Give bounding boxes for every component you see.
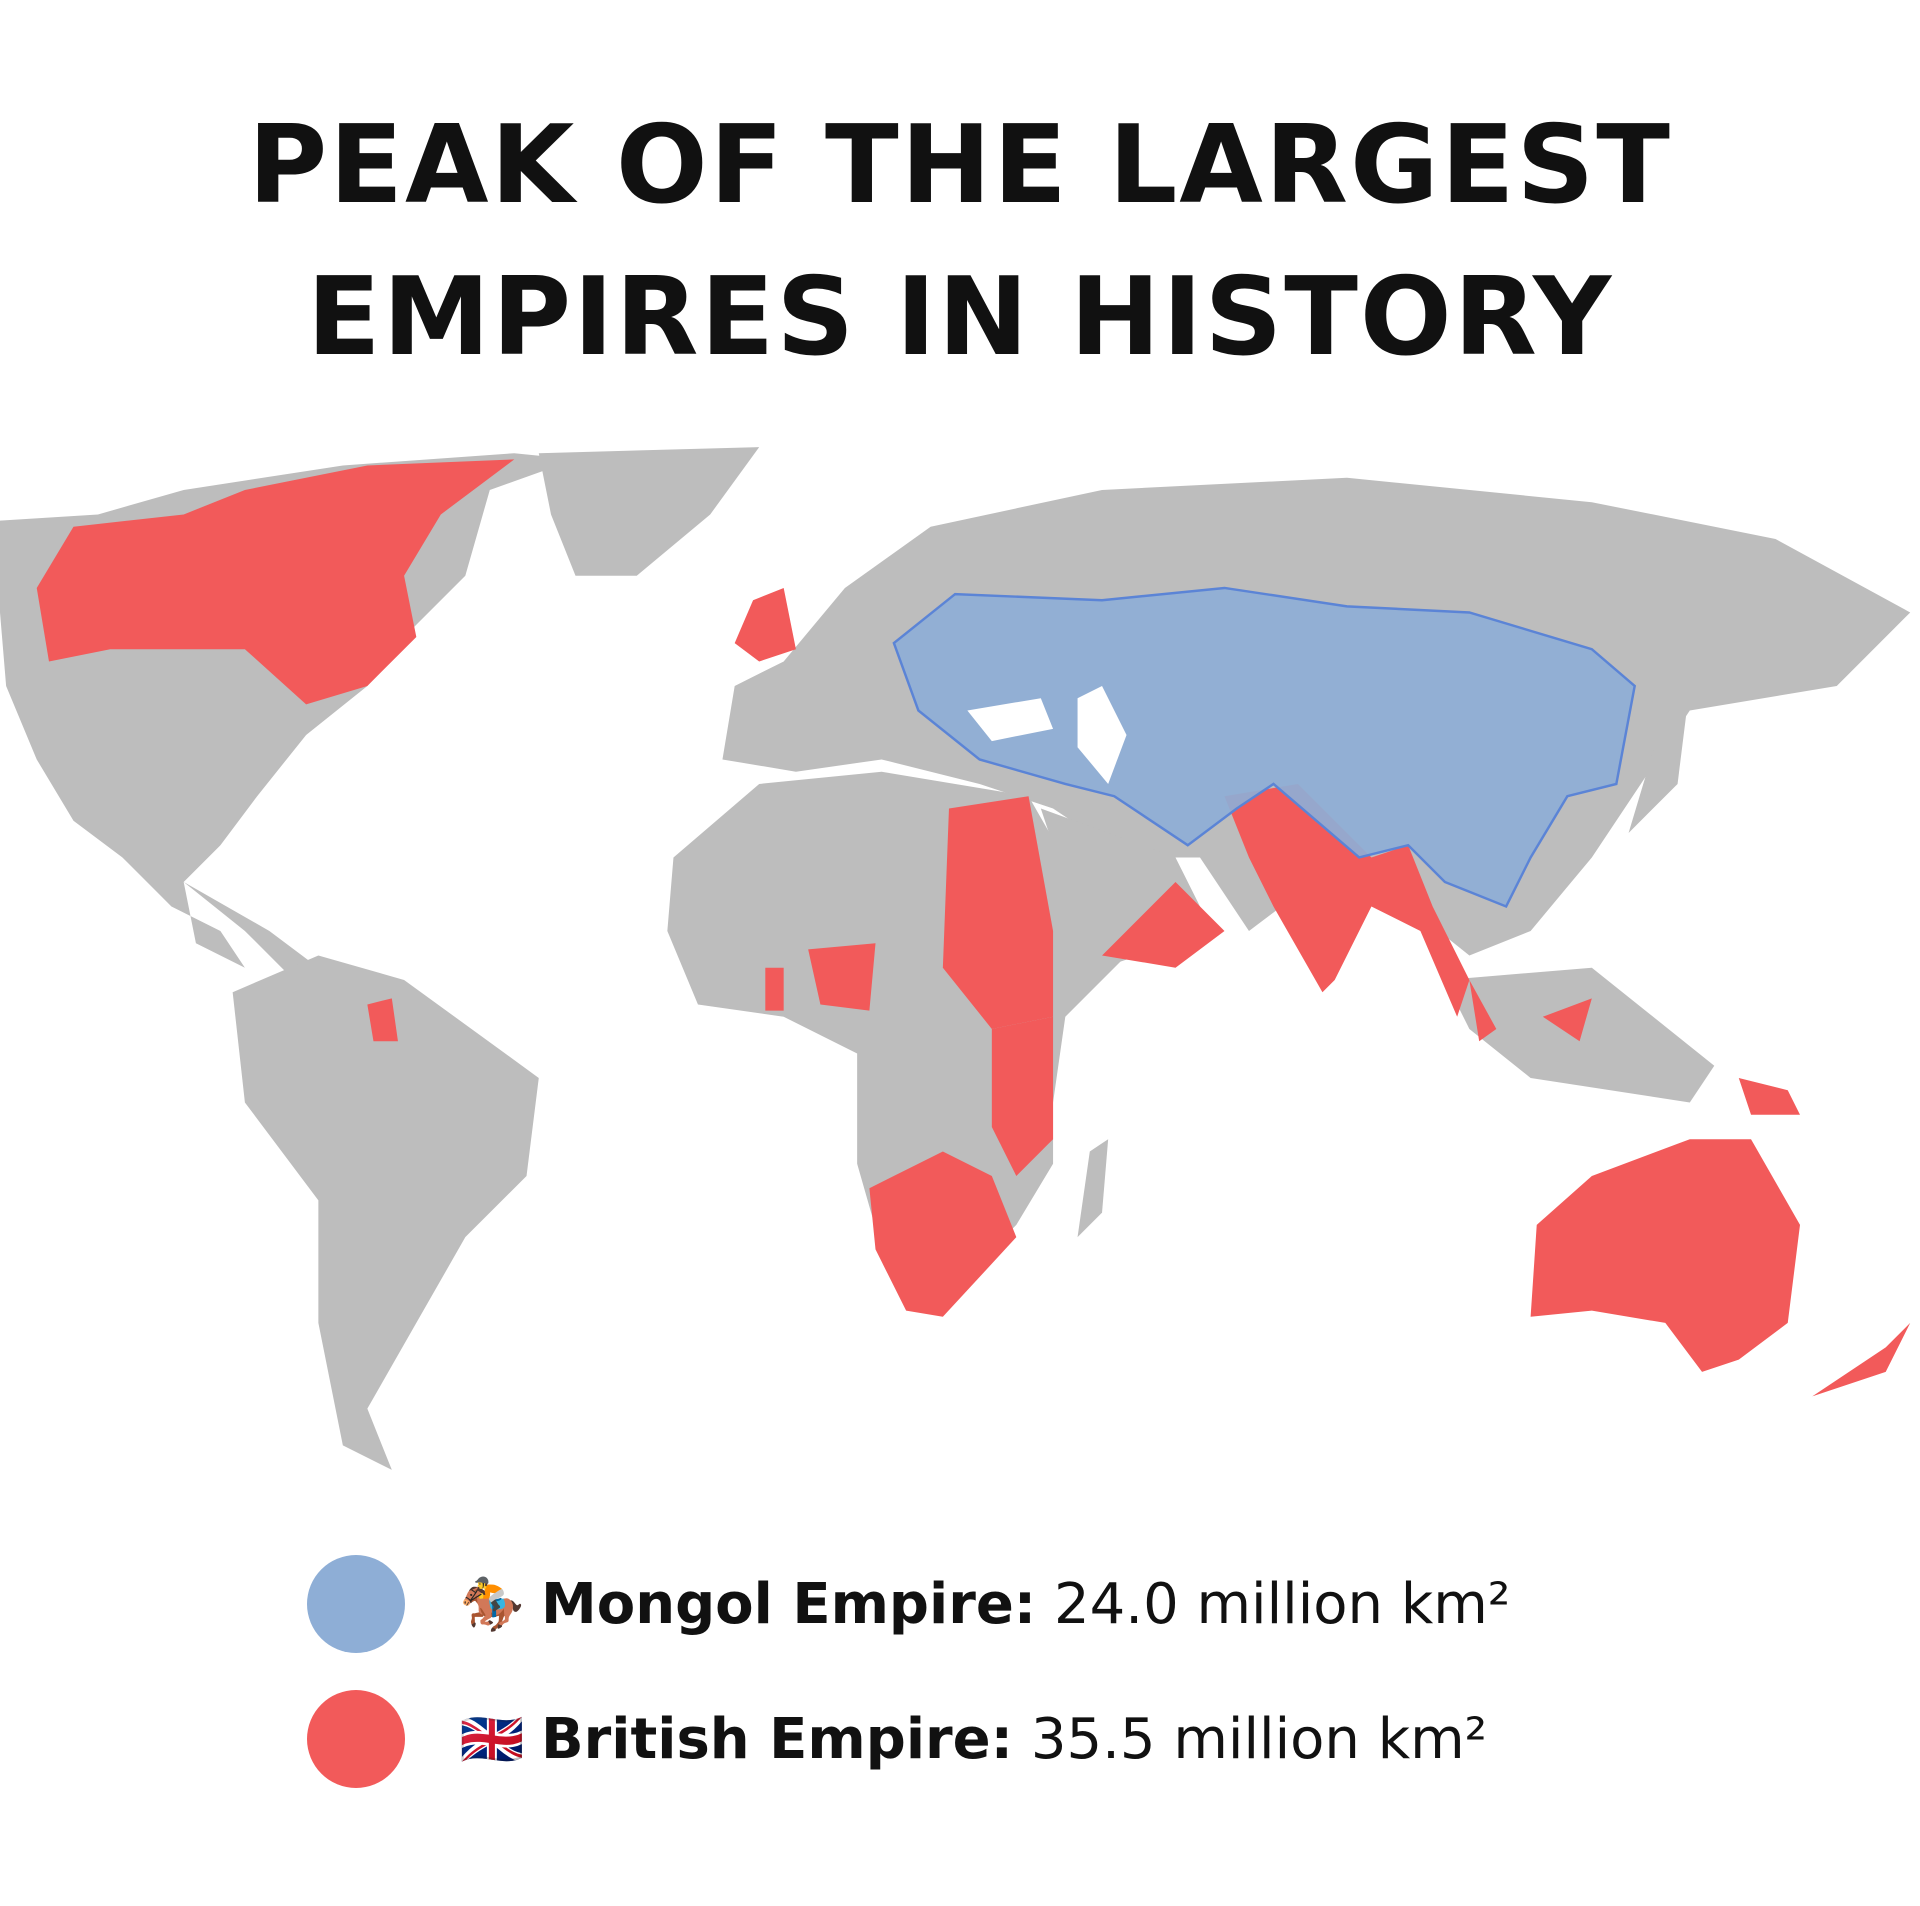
egypt-sudan bbox=[942, 796, 1054, 1029]
uk-flag-icon: 🇬🇧 bbox=[459, 1709, 525, 1770]
title-line-2: EMPIRES IN HISTORY bbox=[306, 255, 1614, 380]
malaya bbox=[1469, 979, 1497, 1042]
greenland bbox=[538, 447, 760, 576]
east-africa bbox=[991, 1016, 1054, 1176]
legend-label: British Empire: 35.5 million km² bbox=[541, 1706, 1488, 1772]
borneo-north bbox=[1542, 998, 1592, 1042]
map-title: PEAK OF THE LARGEST EMPIRES IN HISTORY bbox=[0, 90, 1920, 394]
nigeria bbox=[808, 943, 876, 1011]
legend-item-mongol: 🏇 Mongol Empire: 24.0 million km² bbox=[307, 1555, 1510, 1653]
south-arabia bbox=[1102, 881, 1225, 968]
legend-label: Mongol Empire: 24.0 million km² bbox=[541, 1571, 1511, 1637]
united-kingdom bbox=[734, 587, 796, 662]
british-color-swatch bbox=[307, 1690, 405, 1788]
south-america bbox=[232, 955, 539, 1470]
horse-rider-icon: 🏇 bbox=[459, 1574, 525, 1635]
southern-africa bbox=[869, 1151, 1017, 1317]
mongol-empire bbox=[892, 586, 1637, 909]
papua bbox=[1738, 1077, 1800, 1115]
title-line-1: PEAK OF THE LARGEST bbox=[248, 103, 1672, 228]
new-zealand bbox=[1812, 1322, 1911, 1397]
central-america bbox=[183, 881, 319, 980]
legend-item-british: 🇬🇧 British Empire: 35.5 million km² bbox=[307, 1690, 1487, 1788]
australia bbox=[1530, 1139, 1800, 1372]
british-empire-territories bbox=[36, 459, 1911, 1397]
mongol-color-swatch bbox=[307, 1555, 405, 1653]
black-sea bbox=[967, 698, 1054, 742]
japan bbox=[1628, 685, 1690, 833]
canada bbox=[36, 459, 515, 705]
guyana bbox=[367, 998, 398, 1042]
india bbox=[1224, 783, 1470, 1017]
gold-coast bbox=[765, 967, 784, 1011]
madagascar bbox=[1077, 1139, 1109, 1238]
